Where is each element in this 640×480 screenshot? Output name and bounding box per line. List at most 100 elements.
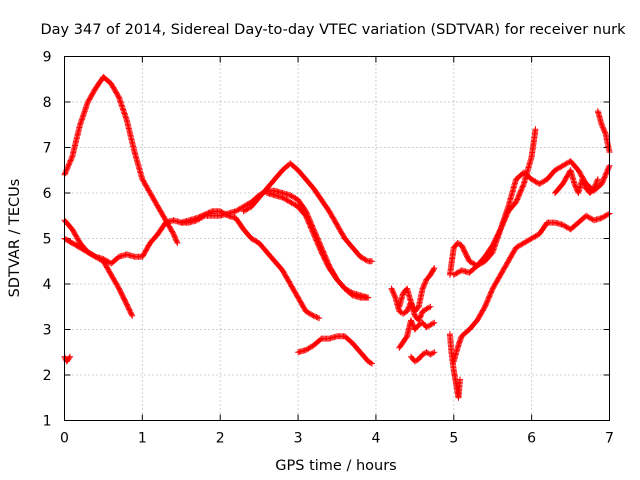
- x-tick-label: 0: [60, 431, 69, 447]
- data-point: [305, 219, 312, 226]
- data-point: [579, 177, 586, 184]
- data-point: [124, 302, 131, 309]
- data-point: [600, 127, 607, 133]
- data-point: [389, 288, 396, 295]
- data-point: [404, 307, 411, 313]
- data-point: [430, 350, 436, 356]
- series-track-n: [446, 126, 539, 278]
- series-track-k: [388, 285, 434, 324]
- data-point: [170, 231, 177, 237]
- data-point: [365, 294, 372, 301]
- x-tick-label: 2: [216, 431, 225, 447]
- data-point: [457, 376, 463, 383]
- plot-frame: [64, 56, 610, 421]
- data-point: [601, 128, 608, 135]
- data-point: [128, 311, 135, 318]
- data-point: [430, 266, 437, 273]
- data-point: [65, 161, 72, 168]
- data-point: [605, 164, 612, 170]
- y-axis-label: SDTVAR / TECUs: [7, 179, 23, 298]
- data-point: [314, 240, 321, 247]
- data-point: [316, 315, 323, 322]
- data-point: [418, 310, 425, 317]
- y-tick-label: 8: [43, 95, 52, 111]
- data-point: [431, 319, 438, 326]
- data-point: [223, 212, 230, 218]
- data-point: [122, 113, 129, 120]
- data-point: [208, 208, 215, 215]
- series-track-q: [552, 167, 601, 196]
- data-point: [590, 185, 597, 192]
- y-tick-label: 2: [43, 368, 52, 384]
- data-point: [517, 188, 524, 195]
- data-point: [306, 220, 313, 227]
- data-point: [115, 93, 122, 100]
- data-point: [426, 304, 433, 311]
- data-point: [430, 320, 436, 327]
- data-point: [582, 182, 588, 189]
- data-point: [391, 293, 398, 300]
- data-point: [309, 312, 316, 319]
- data-point: [315, 242, 322, 249]
- data-point: [303, 214, 310, 221]
- data-point: [602, 171, 609, 178]
- data-point: [367, 359, 374, 366]
- data-point: [66, 160, 73, 167]
- data-point: [419, 285, 426, 292]
- data-point: [532, 126, 539, 133]
- data-point: [307, 223, 314, 230]
- y-tick-label: 9: [43, 50, 52, 66]
- data-point: [593, 178, 600, 185]
- data-point: [408, 318, 415, 325]
- x-tick-label: 6: [527, 431, 536, 447]
- y-tick-label: 3: [43, 323, 52, 339]
- data-point: [598, 121, 605, 128]
- data-point: [313, 314, 320, 320]
- data-point: [310, 231, 317, 237]
- data-points: [61, 74, 613, 401]
- data-point: [598, 180, 605, 187]
- data-point: [484, 297, 491, 304]
- data-point: [592, 181, 599, 188]
- data-point: [172, 236, 179, 243]
- data-point: [174, 240, 181, 246]
- data-point: [592, 182, 598, 189]
- x-axis-label: GPS time / hours: [275, 458, 396, 474]
- data-point: [513, 197, 520, 204]
- data-point: [369, 360, 375, 367]
- grid-lines: [64, 56, 610, 421]
- data-point: [126, 306, 133, 313]
- data-point: [515, 193, 522, 200]
- series-track-h: [61, 353, 73, 365]
- data-point: [64, 164, 71, 170]
- data-point: [416, 316, 423, 323]
- y-tick-label: 6: [43, 186, 52, 202]
- data-point: [431, 349, 438, 356]
- series-track-i: [396, 317, 438, 351]
- data-point: [483, 299, 490, 306]
- data-point: [600, 175, 607, 182]
- data-point: [201, 211, 208, 218]
- data-point: [67, 157, 74, 164]
- series-track-d: [178, 208, 323, 322]
- data-point: [594, 176, 601, 183]
- data-point: [599, 178, 606, 185]
- data-point: [173, 238, 180, 245]
- data-point: [128, 310, 134, 317]
- data-point: [316, 244, 323, 250]
- series-track-p: [450, 210, 613, 365]
- data-point: [195, 214, 202, 221]
- data-point: [603, 169, 610, 176]
- y-tick-label: 1: [43, 414, 52, 430]
- y-tick-label: 4: [43, 277, 52, 293]
- data-point: [486, 292, 493, 299]
- data-point: [311, 232, 318, 239]
- x-tick-label: 4: [371, 431, 380, 447]
- data-point: [421, 281, 428, 288]
- data-point: [520, 182, 527, 189]
- data-point: [199, 212, 205, 219]
- data-point: [518, 186, 525, 193]
- data-point: [431, 265, 438, 272]
- y-tick-label: 5: [43, 232, 52, 248]
